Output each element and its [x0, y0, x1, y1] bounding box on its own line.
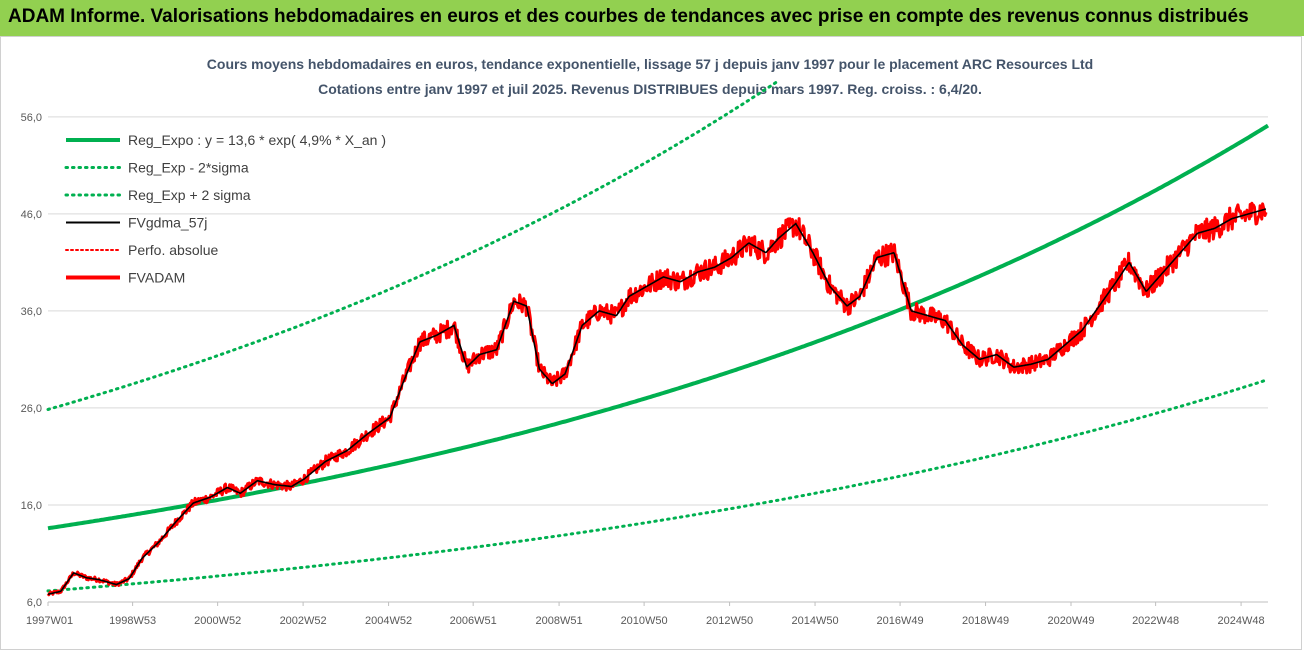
- x-axis: 1997W01 1998W53 2000W52 2002W52 2004W52 2006W…: [26, 602, 1268, 627]
- legend-label: Reg_Exp + 2 sigma: [128, 187, 251, 203]
- plot-area: [48, 81, 1268, 595]
- x-tick-label: 2002W52: [280, 615, 327, 627]
- legend: Reg_Expo : y = 13,6 * exp( 4,9% * X_an )…: [66, 132, 386, 286]
- y-tick-label: 26,0: [21, 403, 42, 415]
- x-tick-label: 2004W52: [365, 615, 412, 627]
- page-title: ADAM Informe. Valorisations hebdomadaire…: [8, 6, 1249, 28]
- legend-label: Reg_Exp - 2*sigma: [128, 160, 249, 176]
- y-tick-label: 6,0: [27, 597, 42, 609]
- x-tick-label: 2010W50: [621, 615, 668, 627]
- x-tick-label: 2018W49: [962, 615, 1009, 627]
- chart-subtitle: Cotations entre janv 1997 et juil 2025. …: [318, 81, 982, 97]
- x-tick-label: 2012W50: [706, 615, 753, 627]
- x-tick-label: 2000W52: [194, 615, 241, 627]
- y-tick-label: 36,0: [21, 306, 42, 318]
- y-tick-label: 46,0: [21, 209, 42, 221]
- y-axis: 6,0 16,0 26,0 36,0 46,0 56,0: [21, 112, 42, 609]
- x-tick-label: 2006W51: [450, 615, 497, 627]
- y-tick-label: 16,0: [21, 500, 42, 512]
- legend-label: FVgdma_57j: [128, 215, 207, 231]
- x-tick-label: 2008W51: [536, 615, 583, 627]
- x-tick-label: 2022W48: [1132, 615, 1179, 627]
- x-tick-label: 2016W49: [877, 615, 924, 627]
- y-tick-label: 56,0: [21, 112, 42, 124]
- header-banner: ADAM Informe. Valorisations hebdomadaire…: [0, 0, 1304, 36]
- legend-label: Perfo. absolue: [128, 242, 218, 258]
- x-tick-label: 2020W49: [1047, 615, 1094, 627]
- x-tick-label: 2014W50: [791, 615, 838, 627]
- series-fvgdma-57j: [48, 209, 1266, 594]
- legend-label: Reg_Expo : y = 13,6 * exp( 4,9% * X_an ): [128, 132, 386, 148]
- x-tick-label: 1998W53: [109, 615, 156, 627]
- line-chart: Cours moyens hebdomadaires en euros, ten…: [0, 36, 1304, 652]
- x-tick-label: 1997W01: [26, 615, 73, 627]
- chart-title: Cours moyens hebdomadaires en euros, ten…: [207, 56, 1093, 72]
- x-tick-label: 2024W48: [1218, 615, 1265, 627]
- series-fvadam: [48, 203, 1266, 595]
- legend-label: FVADAM: [128, 270, 185, 286]
